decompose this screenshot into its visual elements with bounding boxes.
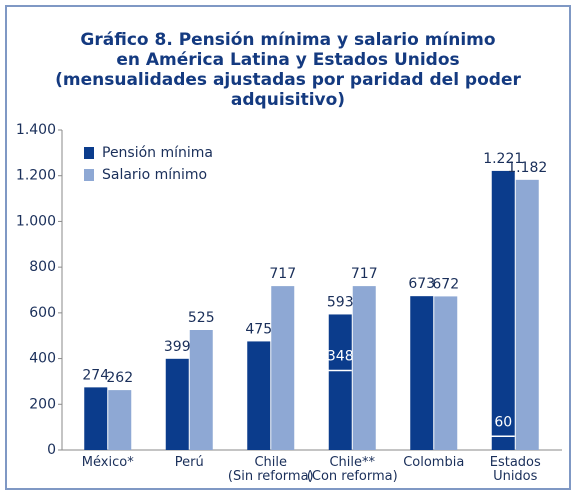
- bar: [515, 179, 539, 451]
- legend-swatch: [84, 169, 94, 181]
- x-tick-label: Chile** (Con reforma): [306, 455, 398, 484]
- bar: [434, 296, 458, 450]
- value-label: 673: [408, 276, 435, 292]
- legend-label: Pensión mínima: [102, 145, 213, 161]
- y-tick-label: 400: [29, 351, 56, 367]
- x-tick-label: Estados Unidos: [489, 455, 541, 484]
- value-label: 475: [245, 321, 272, 337]
- bar: [84, 387, 108, 450]
- inner-label: 60: [494, 414, 512, 430]
- y-tick-label: 1.000: [16, 213, 56, 229]
- value-label: 525: [188, 310, 215, 326]
- x-tick-label: Chile (Sin reforma): [227, 455, 314, 484]
- bar: [165, 358, 189, 450]
- value-label: 399: [164, 339, 191, 355]
- chart-title: Gráfico 8. Pensión mínima y salario míni…: [55, 30, 521, 110]
- bar: [352, 286, 376, 450]
- value-label: 717: [351, 266, 378, 282]
- legend-label: Salario mínimo: [102, 167, 207, 183]
- x-tick-label: Colombia: [403, 455, 465, 470]
- y-tick-label: 600: [29, 305, 56, 321]
- bar: [189, 330, 213, 450]
- x-tick-label: México*: [81, 455, 134, 470]
- y-tick-label: 1.200: [16, 168, 56, 184]
- value-label: 1.221: [483, 151, 523, 167]
- y-tick-label: 1.400: [16, 122, 56, 138]
- value-label: 717: [269, 266, 296, 282]
- bar: [271, 286, 295, 450]
- inner-label: 348: [327, 348, 354, 364]
- bar: [491, 170, 515, 450]
- y-tick-label: 800: [29, 259, 56, 275]
- value-label: 593: [327, 294, 354, 310]
- value-label: 274: [82, 367, 109, 383]
- bar: [410, 296, 434, 450]
- value-label: 1.182: [507, 160, 547, 176]
- bar: [108, 390, 132, 450]
- legend-swatch: [84, 147, 94, 159]
- x-tick-label: Perú: [174, 455, 204, 470]
- value-label: 262: [106, 370, 133, 386]
- bar: [247, 341, 271, 450]
- bar: [328, 314, 352, 450]
- y-tick-label: 0: [47, 442, 56, 458]
- value-label: 672: [432, 276, 459, 292]
- y-tick-label: 200: [29, 396, 56, 412]
